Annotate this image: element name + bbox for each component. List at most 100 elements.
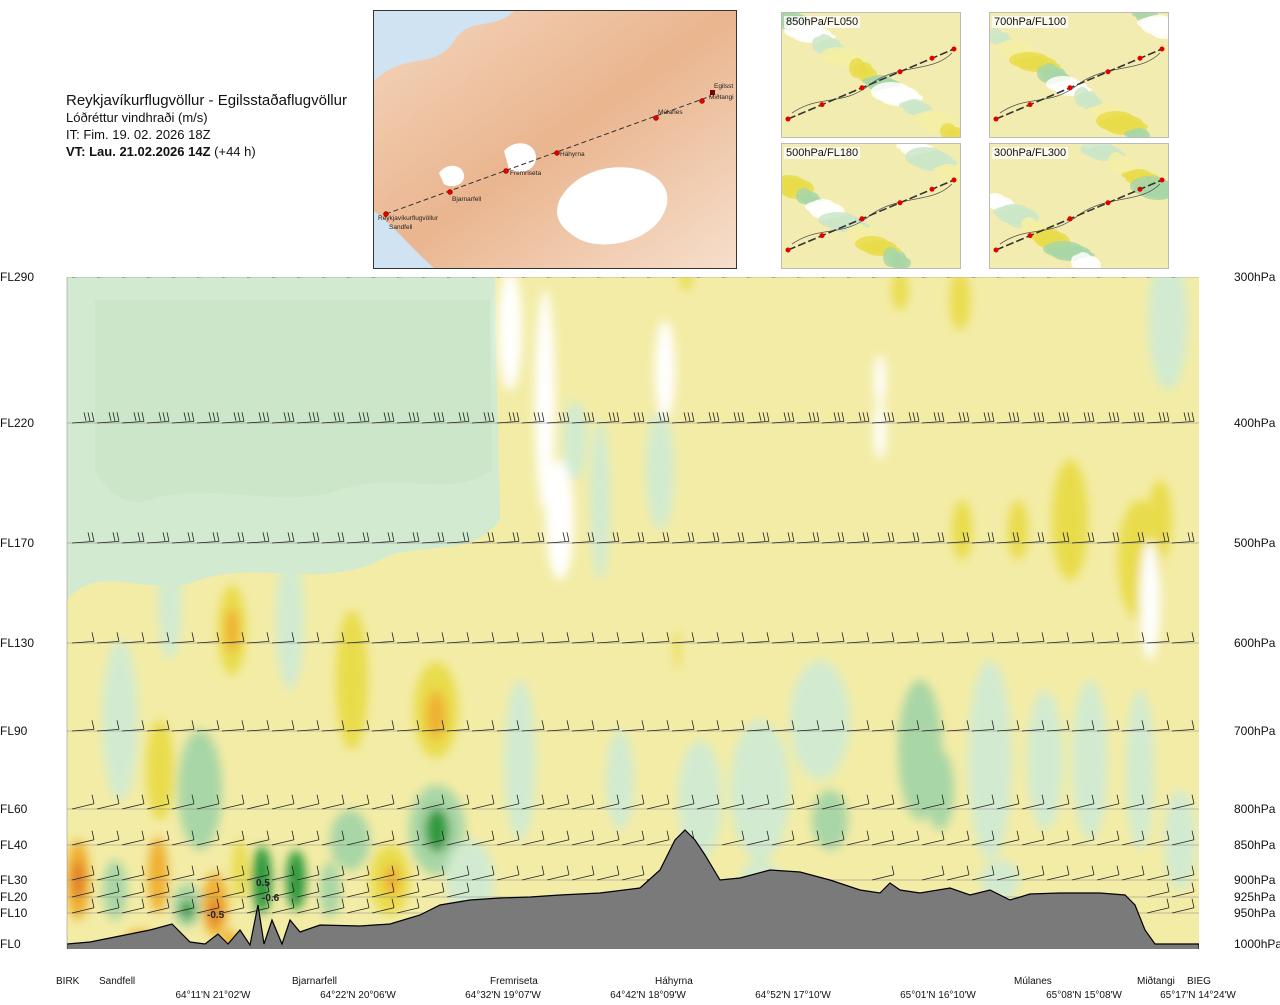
thumbnail-500hpa[interactable]: 500hPa/FL180 xyxy=(781,143,961,269)
wind-barb-shaft xyxy=(821,420,845,424)
wind-barb-flag xyxy=(741,412,745,422)
wind-barb-shaft xyxy=(96,420,120,424)
wind-barb-flag xyxy=(266,720,270,730)
thumbnail-300hpa[interactable]: 300hPa/FL300 xyxy=(989,143,1169,269)
flight-level-label: FL90 xyxy=(0,724,28,738)
wind-barb-shaft xyxy=(271,839,295,846)
velocity-cell xyxy=(535,290,555,510)
velocity-cell xyxy=(892,277,908,310)
wind-barb-flag xyxy=(191,412,195,422)
wind-barb-flag xyxy=(766,532,770,542)
waypoint-label: BIEG xyxy=(1187,976,1211,987)
wind-barb-flag xyxy=(1134,266,1136,274)
thumbnail-field-cell xyxy=(1137,17,1168,29)
flight-level-label: FL0 xyxy=(0,937,21,951)
wind-barb-flag xyxy=(117,266,119,275)
wind-barb-flag xyxy=(334,266,336,274)
wind-barb-flag xyxy=(941,532,945,542)
wind-barb-flag xyxy=(116,898,120,908)
wind-barb-shaft xyxy=(421,891,445,898)
wind-barb-flag xyxy=(241,412,245,422)
velocity-cell xyxy=(498,277,522,390)
wind-barb-shaft xyxy=(971,874,995,881)
wind-barb-flag xyxy=(1034,266,1036,274)
wind-barb-flag xyxy=(992,266,994,275)
wind-barb-flag xyxy=(212,412,216,422)
wind-barb-shaft xyxy=(1071,874,1095,881)
velocity-cell xyxy=(678,740,722,860)
wind-barb-flag xyxy=(191,830,195,840)
wind-barb-shaft xyxy=(896,728,920,732)
wind-barb-flag xyxy=(658,412,662,421)
wind-barb-flag xyxy=(841,632,845,642)
wind-barb-flag xyxy=(108,412,112,421)
wind-barb-flag xyxy=(766,632,770,642)
wind-barb-flag xyxy=(1113,266,1115,275)
wind-barb-flag xyxy=(1116,412,1120,422)
wind-barb-flag xyxy=(567,266,569,275)
wind-barb-flag xyxy=(866,830,870,840)
wind-barb-flag xyxy=(291,898,295,908)
wind-barb-flag xyxy=(913,266,915,275)
wind-barb-shaft xyxy=(971,803,995,810)
wind-barb-shaft xyxy=(272,277,278,278)
wind-barb-flag xyxy=(737,532,741,542)
thumbnail-field-cell xyxy=(1124,130,1146,137)
wind-barb-shaft xyxy=(671,420,695,424)
wind-barb-shaft xyxy=(371,874,395,881)
wind-barb-flag xyxy=(1142,266,1144,275)
wind-barb-shaft xyxy=(646,803,670,810)
wind-barb-shaft xyxy=(371,728,395,732)
wind-barb-flag xyxy=(1116,632,1120,642)
thumbnail-waypoint xyxy=(1067,85,1073,91)
wind-barb-flag xyxy=(383,412,387,421)
thumbnail-map-700 xyxy=(990,13,1168,137)
wind-barb-flag xyxy=(637,412,641,422)
thumbnail-850hpa[interactable]: 850hPa/FL050 xyxy=(781,12,961,138)
thumbnail-field-cell xyxy=(1021,217,1037,233)
thumbnail-field-cell xyxy=(1096,111,1136,131)
wind-barb-flag xyxy=(941,830,945,840)
wind-barb-flag xyxy=(291,532,295,542)
wind-barb-shaft xyxy=(446,839,470,846)
wind-barb-flag xyxy=(441,632,445,642)
wind-barb-shaft xyxy=(546,640,570,644)
wind-barb-flag xyxy=(891,830,895,840)
wind-barb-shaft xyxy=(296,420,320,424)
velocity-cell xyxy=(655,320,675,420)
wind-barb-flag xyxy=(641,794,645,804)
wind-barb-flag xyxy=(966,632,970,642)
wind-barb-shaft xyxy=(71,907,95,914)
wind-barbs xyxy=(71,266,1195,914)
wind-barb-flag xyxy=(359,266,361,274)
wind-barb-flag xyxy=(83,412,87,421)
wind-barb-shaft xyxy=(321,839,345,846)
wind-barb-flag xyxy=(391,632,395,642)
thumbnail-700hpa[interactable]: 700hPa/FL100 xyxy=(989,12,1169,138)
wind-barb-flag xyxy=(1166,898,1170,908)
wind-barb-flag xyxy=(1017,266,1019,275)
issue-time: IT: Fim. 19. 02. 2026 18Z xyxy=(66,127,211,142)
wind-barb-shaft xyxy=(96,874,120,881)
wind-barb-flag xyxy=(1116,532,1120,542)
wind-barb-flag xyxy=(341,898,345,908)
wind-barb-shaft xyxy=(1021,874,1045,881)
wind-barb-flag xyxy=(691,412,695,422)
wind-barb-shaft xyxy=(571,540,595,544)
wind-barb-flag xyxy=(133,412,137,421)
wind-barb-shaft xyxy=(296,874,320,881)
wind-barb-shaft xyxy=(371,891,395,898)
wind-barb-flag xyxy=(437,412,441,422)
wind-barb-flag xyxy=(1166,532,1170,542)
wind-barb-flag xyxy=(834,266,836,274)
wind-barb-flag xyxy=(488,266,490,275)
wind-barb-flag xyxy=(888,266,890,275)
velocity-cell xyxy=(563,400,587,480)
wind-barb-flag xyxy=(141,632,145,642)
wind-barb-shaft xyxy=(146,874,170,881)
wind-barb-flag xyxy=(683,412,687,421)
wind-barb-flag xyxy=(466,882,470,892)
wind-barb-shaft xyxy=(946,420,970,424)
wind-barb-flag xyxy=(541,532,545,542)
